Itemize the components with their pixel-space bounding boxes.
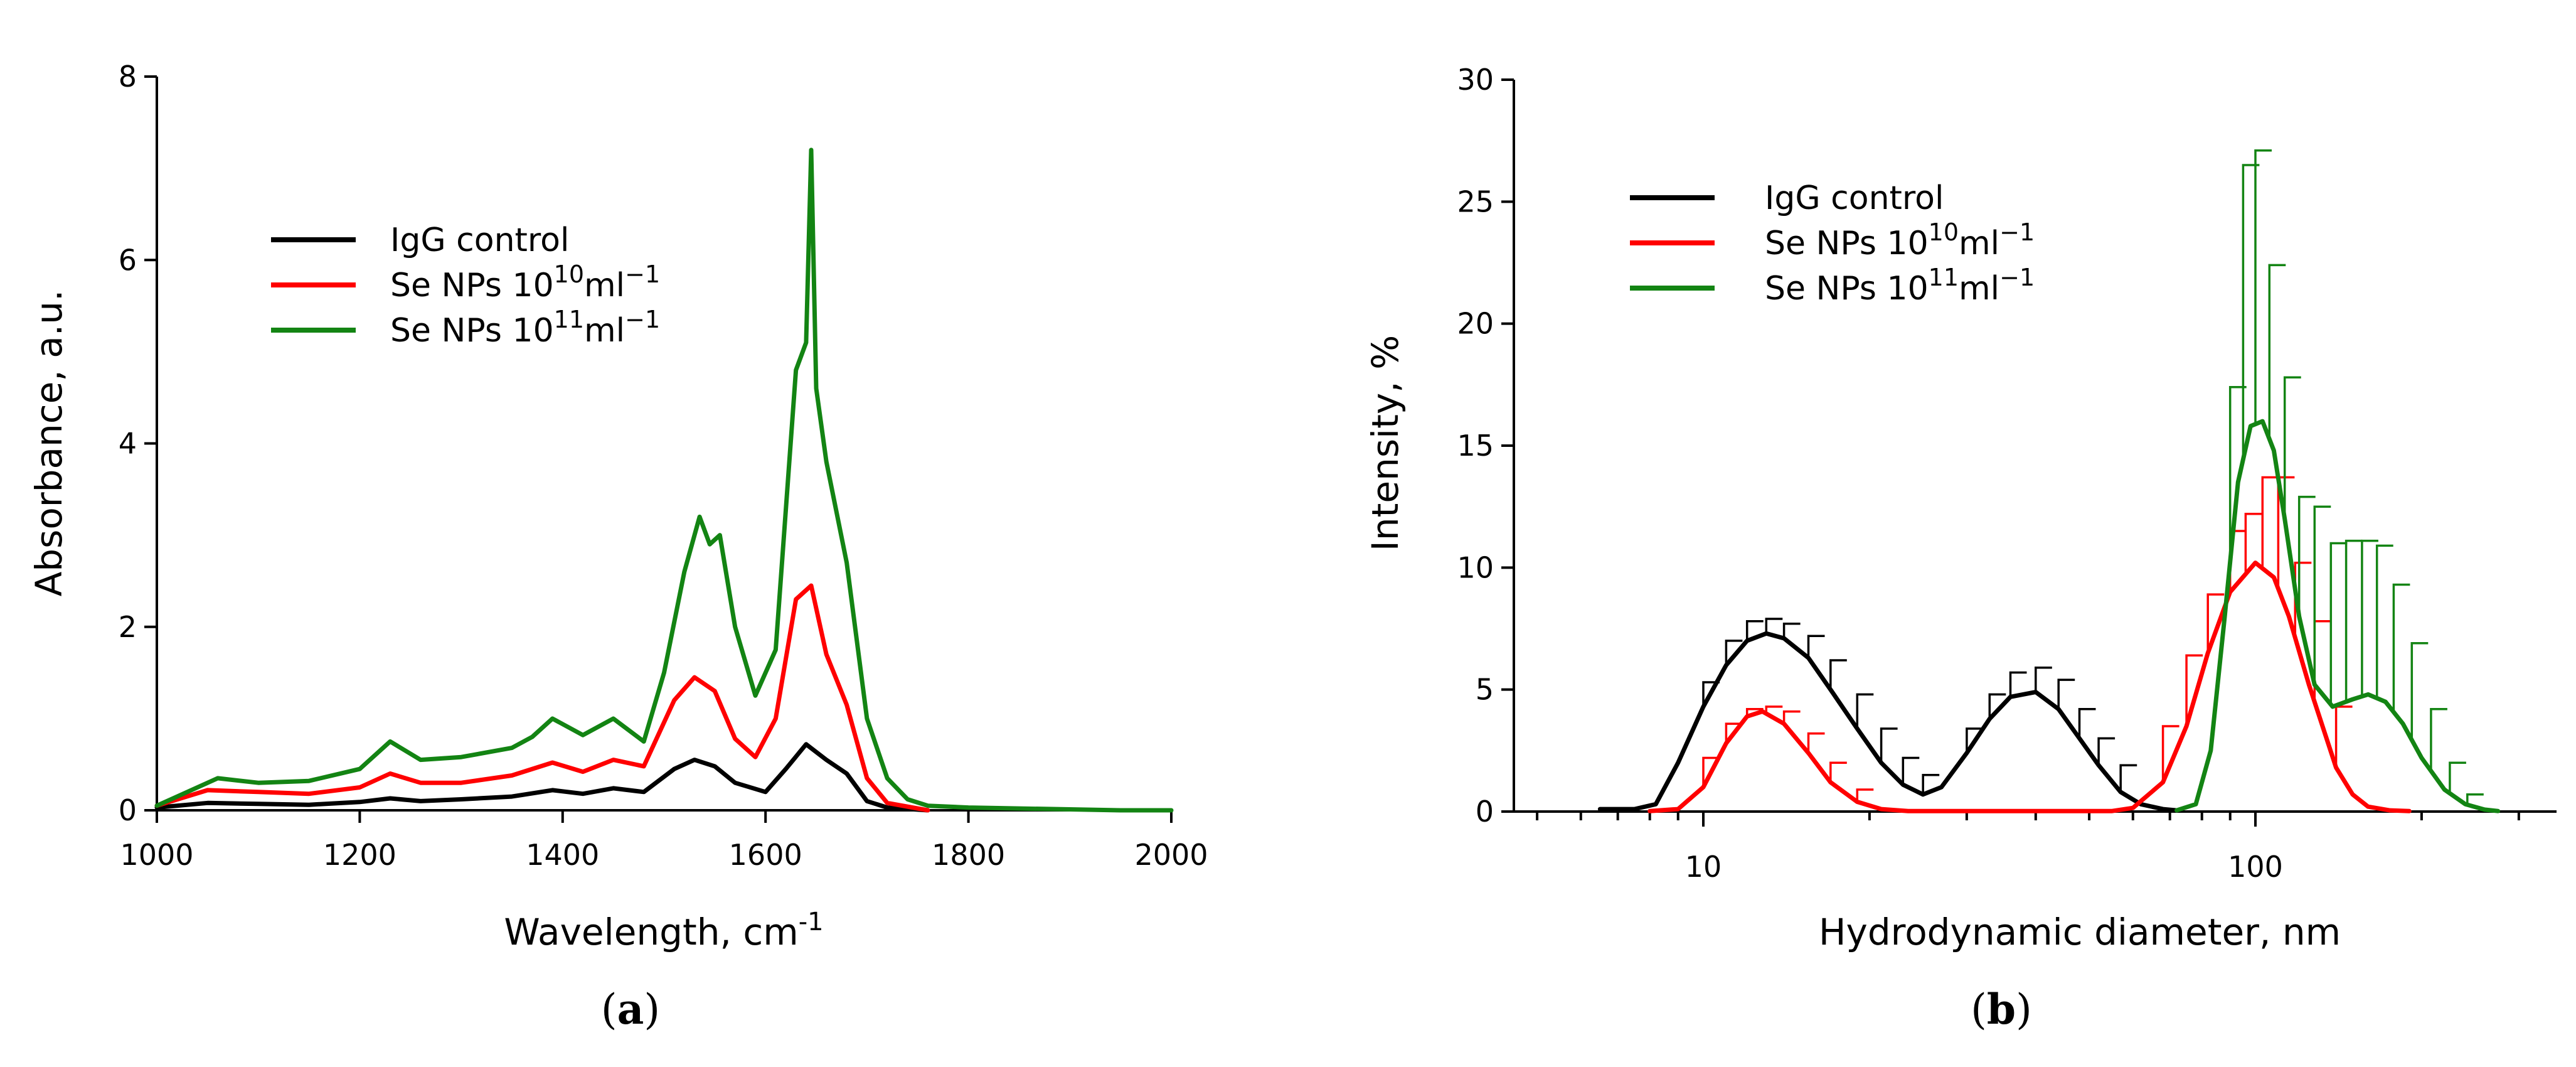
chart-b-errorbar bbox=[2119, 764, 2137, 792]
chart-b-errorbar bbox=[2161, 725, 2179, 783]
chart-b-errorbar bbox=[1702, 681, 1720, 707]
chart-b-errorbar bbox=[2430, 708, 2447, 771]
chart-b-legend-label-3: Se NPs 1011ml−1 bbox=[1765, 264, 2035, 308]
chart-b-x-tick-label: 100 bbox=[2228, 850, 2283, 884]
chart-a-x-tick-label: 1600 bbox=[729, 838, 802, 872]
chart-b-errorbar bbox=[1782, 622, 1801, 638]
chart-b-errorbar bbox=[1922, 773, 1940, 795]
chart-b-errorbar bbox=[1807, 635, 1825, 658]
chart-b-errorbar bbox=[2297, 495, 2316, 617]
chart-b-errorbars-igg-control bbox=[1702, 618, 2137, 795]
chart-b-errorbar bbox=[2244, 513, 2262, 574]
panel-label-a: (a) bbox=[601, 985, 660, 1034]
chart-b-errorbar bbox=[2009, 671, 2027, 697]
chart-b-errorbar bbox=[1745, 708, 1764, 717]
chart-b-errorbar bbox=[1765, 618, 1783, 634]
chart-b-errorbar bbox=[1856, 788, 1874, 802]
chart-b-errorbar bbox=[2268, 264, 2286, 439]
chart-b-errorbar bbox=[1807, 732, 1825, 753]
chart-a-y-tick-label: 4 bbox=[119, 427, 137, 461]
chart-a-series-igg-control bbox=[154, 742, 930, 813]
chart-b-errorbar bbox=[2313, 505, 2331, 685]
chart-a-x-tick-label: 1200 bbox=[323, 838, 397, 872]
chart-b-errorbar bbox=[2449, 761, 2466, 793]
chart-b: 0 5 10 15 20 25 30 10 100 Intensity, % Hydrodyn… bbox=[1364, 63, 2557, 1034]
chart-b-errorbar bbox=[2294, 561, 2312, 638]
chart-b-y-tick-label: 25 bbox=[1457, 185, 1494, 218]
chart-b-errorbars-se-nps-10-10-ml-1 bbox=[1702, 476, 2353, 802]
chart-b-errorbars-se-nps-10-11-ml-1 bbox=[2228, 149, 2484, 805]
chart-b-errorbar bbox=[1745, 620, 1764, 641]
chart-a-x-tick-label: 1400 bbox=[526, 838, 599, 872]
chart-b-errorbar bbox=[2361, 539, 2378, 697]
chart-b-errorbar bbox=[1902, 756, 1920, 785]
chart-b-errorbar bbox=[2254, 149, 2272, 424]
chart-b-errorbar bbox=[2185, 654, 2203, 726]
chart-a-series-se-nps-10-11-ml-1 bbox=[154, 147, 1174, 813]
panel-label-b: (b) bbox=[1971, 985, 2032, 1034]
chart-b-series-se-nps-10-10-ml-1 bbox=[1647, 560, 2412, 813]
chart-b-errorbar bbox=[1966, 727, 1983, 753]
chart-b-errorbar bbox=[2329, 542, 2348, 705]
chart-a-x-axis-label: Wavelength, cm-1 bbox=[504, 908, 823, 953]
chart-b-errorbar bbox=[1782, 710, 1801, 724]
chart-b-errorbar bbox=[2035, 666, 2052, 692]
chart-b-errorbar bbox=[1880, 727, 1898, 763]
chart-b-errorbar bbox=[2097, 737, 2116, 766]
chart-b-y-tick-label: 30 bbox=[1457, 63, 1494, 97]
chart-a-y-axis-label: Absorbance, a.u. bbox=[28, 290, 70, 597]
chart-b-errorbar bbox=[2334, 705, 2353, 768]
chart-b-y-tick-label: 5 bbox=[1476, 673, 1494, 707]
chart-b-y-tick-label: 0 bbox=[1476, 795, 1494, 828]
chart-a-y-tick-label: 6 bbox=[119, 243, 137, 277]
chart-b-x-axis-label: Hydrodynamic diameter, nm bbox=[1819, 911, 2341, 953]
chart-b-legend-label-1: IgG control bbox=[1765, 180, 1944, 217]
chart-b-errorbar bbox=[1829, 761, 1847, 783]
chart-b-y-tick-label: 10 bbox=[1457, 550, 1494, 584]
chart-b-y-tick-label: 15 bbox=[1457, 429, 1494, 463]
chart-b-errorbar bbox=[2078, 708, 2096, 739]
chart-b-errorbar bbox=[1725, 722, 1743, 744]
chart-b-errorbar bbox=[2392, 583, 2410, 712]
chart-b-errorbar bbox=[1829, 659, 1847, 690]
chart-a-legend-label-2: Se NPs 1010ml−1 bbox=[390, 260, 660, 304]
chart-b-x-tick-label: 10 bbox=[1685, 850, 1722, 884]
chart-b-errorbar bbox=[2228, 385, 2247, 562]
chart-a-y-tick-label: 2 bbox=[119, 610, 137, 644]
chart-b-errorbar bbox=[2283, 376, 2301, 519]
chart-a-legend-label-3: Se NPs 1011ml−1 bbox=[390, 306, 660, 350]
chart-b-errorbar bbox=[1702, 756, 1720, 788]
chart-b-errorbar bbox=[1856, 693, 1874, 729]
chart-a-y-tick-label: 0 bbox=[119, 793, 137, 827]
chart-b-errorbar bbox=[1725, 640, 1743, 665]
chart-b-y-tick-label: 20 bbox=[1457, 307, 1494, 341]
chart-b-errorbar bbox=[2057, 678, 2075, 709]
chart-b-errorbar bbox=[1988, 693, 2006, 719]
chart-a-y-tick-label: 8 bbox=[119, 60, 137, 94]
chart-b-series-igg-control bbox=[1597, 631, 2179, 813]
chart-b-errorbar bbox=[2206, 593, 2225, 653]
chart-b-errorbar bbox=[2261, 476, 2279, 569]
chart-a-x-tick-label: 1800 bbox=[932, 838, 1005, 872]
chart-b-legend-label-2: Se NPs 1010ml−1 bbox=[1765, 218, 2035, 262]
chart-b-errorbar bbox=[2375, 544, 2393, 699]
chart-b-errorbar bbox=[2242, 164, 2260, 459]
chart-b-series-se-nps-10-11-ml-1 bbox=[2174, 419, 2501, 813]
chart-b-y-axis-label: Intensity, % bbox=[1364, 335, 1407, 551]
chart-a-series-se-nps-10-10-ml-1 bbox=[154, 583, 930, 813]
chart-b-errorbar bbox=[2410, 642, 2429, 740]
chart-a-x-tick-label: 2000 bbox=[1134, 838, 1208, 872]
chart-b-errorbar bbox=[2466, 793, 2484, 805]
chart-a-legend-label-1: IgG control bbox=[390, 222, 569, 259]
chart-a: 0 2 4 6 8 1000 1200 1400 1600 1800 2000 Absorbanc… bbox=[28, 60, 1208, 1034]
chart-a-x-tick-label: 1000 bbox=[120, 838, 193, 872]
chart-b-errorbar bbox=[2344, 539, 2363, 702]
